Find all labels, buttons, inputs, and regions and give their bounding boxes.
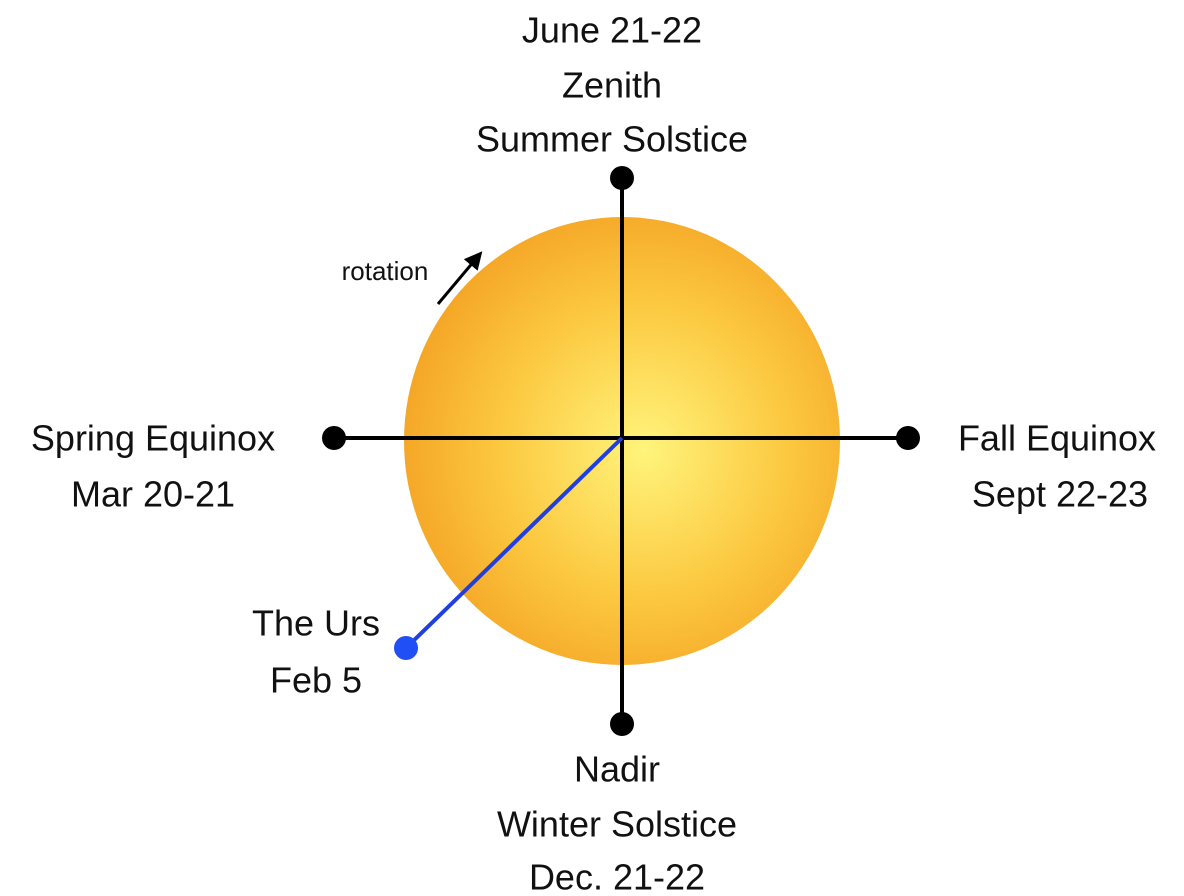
zenith-dot [610,166,634,190]
spring-dot [322,426,346,450]
node-label: Zenith [562,65,662,106]
node-label: Nadir [574,749,660,790]
rotation-label: rotation [342,256,429,286]
urs-dot [394,636,418,660]
node-label: Feb 5 [270,660,362,701]
nadir-dot [610,712,634,736]
diagram: rotation June 21-22 Zenith Summer Solsti… [0,0,1184,896]
node-label: Dec. 21-22 [529,857,705,896]
node-label: June 21-22 [522,10,702,51]
node-label: Sept 22-23 [972,474,1148,515]
fall-dot [896,426,920,450]
node-label: Winter Solstice [497,804,737,845]
node-label: Mar 20-21 [71,474,235,515]
node-label: Spring Equinox [31,418,275,459]
node-label: Fall Equinox [958,418,1156,459]
node-label: Summer Solstice [476,119,748,160]
node-label: The Urs [252,603,380,644]
